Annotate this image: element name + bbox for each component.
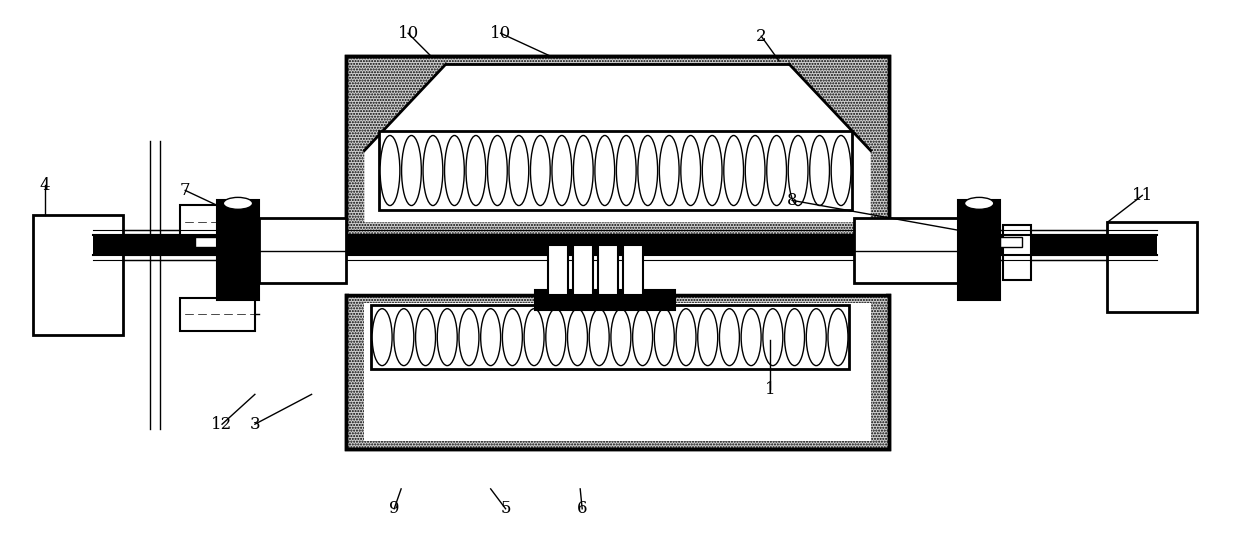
Bar bbox=[1000, 237, 1022, 247]
Ellipse shape bbox=[788, 136, 808, 205]
Ellipse shape bbox=[546, 309, 566, 366]
Bar bbox=[217, 201, 259, 300]
Text: 12: 12 bbox=[212, 416, 233, 433]
Ellipse shape bbox=[530, 136, 550, 205]
Text: 10: 10 bbox=[398, 25, 419, 42]
Ellipse shape bbox=[633, 309, 653, 366]
Bar bbox=[549, 245, 569, 295]
Ellipse shape bbox=[720, 309, 740, 366]
Ellipse shape bbox=[401, 136, 421, 205]
Ellipse shape bbox=[741, 309, 761, 366]
Bar bbox=[180, 205, 255, 238]
Ellipse shape bbox=[767, 136, 787, 205]
Ellipse shape bbox=[810, 136, 829, 205]
Bar bbox=[623, 245, 643, 295]
Ellipse shape bbox=[509, 136, 529, 205]
Ellipse shape bbox=[590, 309, 610, 366]
Text: 11: 11 bbox=[1131, 187, 1154, 204]
Ellipse shape bbox=[680, 136, 700, 205]
Ellipse shape bbox=[807, 309, 826, 366]
Ellipse shape bbox=[502, 309, 523, 366]
Text: 4: 4 bbox=[40, 177, 51, 194]
Bar bbox=[180, 298, 255, 331]
Text: 5: 5 bbox=[501, 500, 510, 517]
Ellipse shape bbox=[437, 309, 457, 366]
Text: 1: 1 bbox=[764, 381, 776, 398]
Bar bbox=[574, 245, 593, 295]
Bar bbox=[347, 295, 888, 449]
Bar bbox=[196, 237, 217, 247]
Text: 8: 8 bbox=[787, 192, 798, 209]
Bar bbox=[93, 235, 1157, 255]
Ellipse shape bbox=[223, 197, 253, 209]
Ellipse shape bbox=[698, 309, 717, 366]
Bar bbox=[349, 240, 886, 295]
Text: 10: 10 bbox=[489, 25, 512, 42]
Ellipse shape bbox=[380, 136, 400, 205]
Ellipse shape bbox=[574, 136, 593, 205]
Ellipse shape bbox=[524, 309, 544, 366]
Bar bbox=[520, 236, 695, 242]
Ellipse shape bbox=[551, 136, 571, 205]
Ellipse shape bbox=[659, 136, 679, 205]
Bar bbox=[1004, 225, 1031, 280]
Bar bbox=[379, 131, 851, 210]
Ellipse shape bbox=[422, 136, 442, 205]
Bar bbox=[535, 290, 675, 310]
Text: 7: 7 bbox=[180, 182, 191, 199]
Ellipse shape bbox=[831, 136, 851, 205]
Ellipse shape bbox=[676, 309, 696, 366]
Bar bbox=[958, 201, 1000, 300]
Bar bbox=[347, 295, 888, 449]
Polygon shape bbox=[364, 64, 871, 222]
Bar bbox=[259, 218, 347, 283]
Bar bbox=[364, 303, 871, 441]
Bar bbox=[347, 56, 888, 240]
Ellipse shape bbox=[595, 136, 615, 205]
Text: 6: 6 bbox=[577, 500, 587, 517]
Ellipse shape bbox=[763, 309, 783, 366]
Ellipse shape bbox=[394, 309, 414, 366]
Ellipse shape bbox=[372, 309, 392, 366]
Text: 2: 2 bbox=[756, 28, 767, 44]
Ellipse shape bbox=[481, 309, 501, 366]
Ellipse shape bbox=[724, 136, 743, 205]
Ellipse shape bbox=[828, 309, 847, 366]
Bar bbox=[347, 56, 888, 240]
Bar bbox=[33, 215, 123, 334]
Ellipse shape bbox=[611, 309, 631, 366]
Ellipse shape bbox=[415, 309, 436, 366]
Text: 9: 9 bbox=[389, 500, 399, 517]
Bar bbox=[598, 245, 618, 295]
Bar bbox=[372, 305, 849, 370]
Text: 3: 3 bbox=[249, 416, 260, 433]
Ellipse shape bbox=[466, 136, 486, 205]
Ellipse shape bbox=[703, 136, 722, 205]
Ellipse shape bbox=[964, 197, 994, 209]
Ellipse shape bbox=[746, 136, 764, 205]
Bar bbox=[854, 218, 958, 283]
Ellipse shape bbox=[616, 136, 636, 205]
Ellipse shape bbox=[445, 136, 465, 205]
Ellipse shape bbox=[654, 309, 674, 366]
Ellipse shape bbox=[784, 309, 804, 366]
Ellipse shape bbox=[567, 309, 587, 366]
Ellipse shape bbox=[487, 136, 507, 205]
Ellipse shape bbox=[458, 309, 479, 366]
Ellipse shape bbox=[638, 136, 658, 205]
Bar bbox=[1108, 222, 1197, 312]
